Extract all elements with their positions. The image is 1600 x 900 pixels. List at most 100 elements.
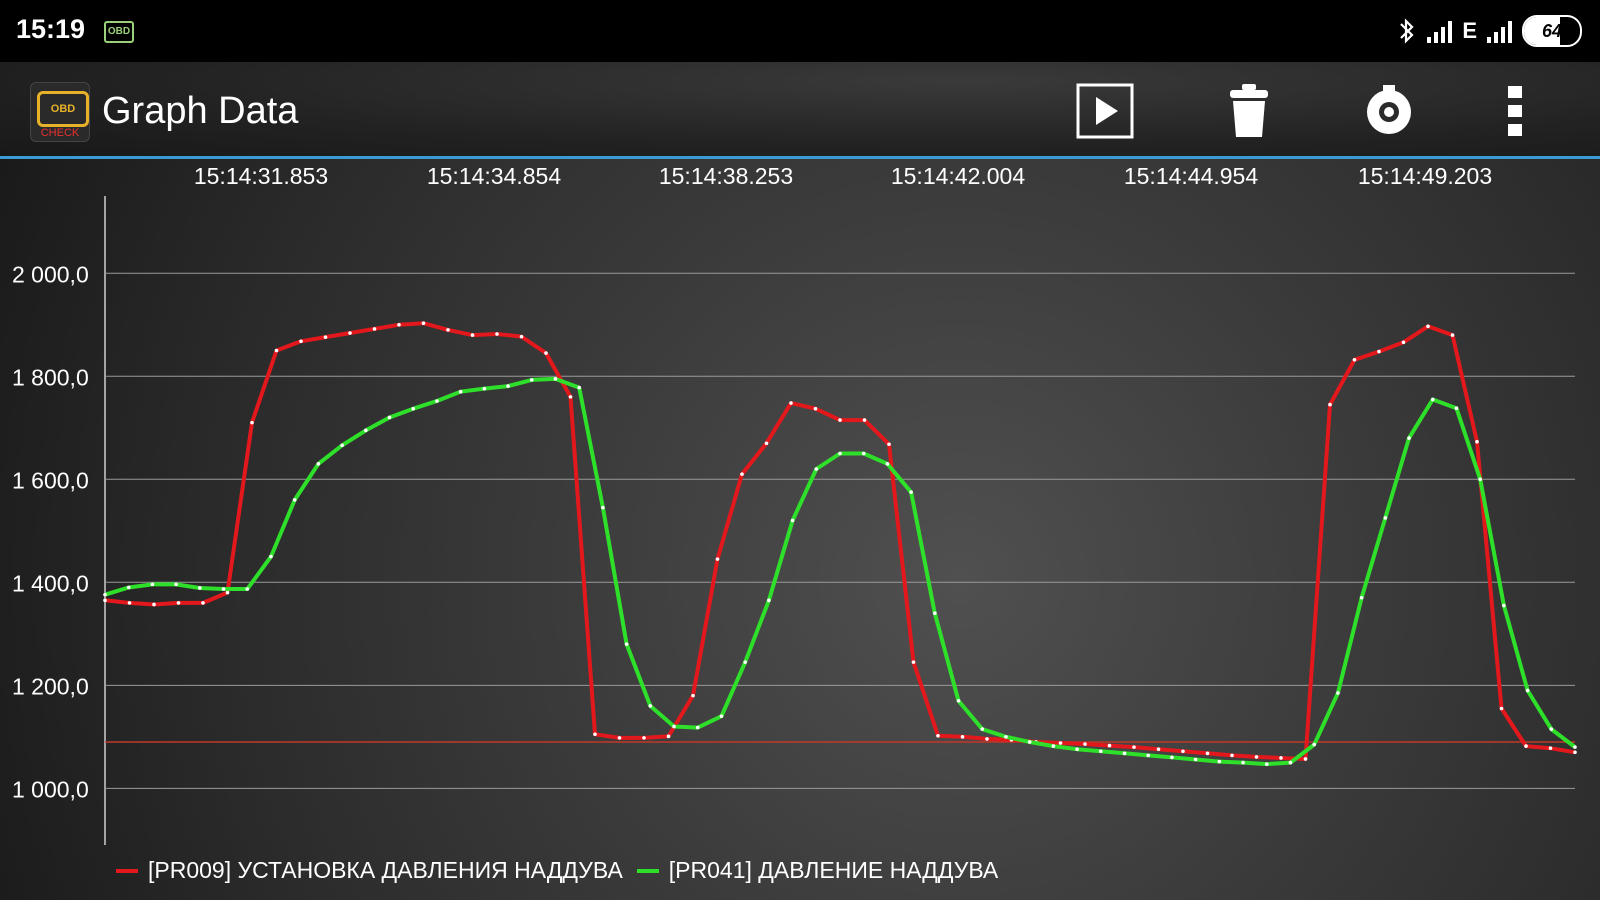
data-point [411, 406, 416, 411]
data-point [1312, 742, 1316, 747]
data-point [221, 587, 226, 591]
data-point [1170, 755, 1174, 760]
data-point [458, 389, 463, 394]
data-point [150, 582, 155, 587]
data-point [1264, 762, 1269, 766]
data-point [126, 585, 131, 590]
data-point [1352, 357, 1357, 362]
signal-strength-icon [1427, 19, 1453, 43]
overflow-menu-button[interactable] [1500, 80, 1530, 142]
y-tick-label: 1 200,0 [12, 673, 89, 699]
data-point [198, 586, 202, 590]
data-point [980, 727, 985, 731]
data-point [1454, 406, 1459, 411]
y-tick-label: 1 000,0 [12, 776, 89, 802]
data-point [1548, 746, 1553, 750]
data-point [1205, 751, 1210, 756]
data-point [1573, 745, 1577, 749]
data-point [364, 428, 368, 433]
data-point [838, 451, 842, 456]
data-point [387, 415, 392, 420]
data-point [601, 505, 605, 510]
data-point [1377, 349, 1381, 354]
settings-button[interactable] [1358, 80, 1420, 142]
series-line-green [104, 376, 1577, 767]
app-logo-icon[interactable]: OBD CHECK [30, 82, 90, 142]
data-point [292, 498, 297, 502]
data-point [862, 418, 867, 422]
data-point [274, 348, 279, 353]
data-point [1525, 688, 1530, 693]
play-icon [1076, 83, 1134, 139]
data-point [299, 339, 303, 344]
data-point [1279, 756, 1283, 760]
x-time-label: 15:14:42.004 [891, 163, 1026, 189]
data-point [887, 442, 891, 447]
data-point [323, 335, 328, 339]
trash-icon [1230, 84, 1268, 137]
data-point [813, 406, 818, 411]
legend-item-red: [PR009] УСТАНОВКА ДАВЛЕНИЯ НАДДУВА [116, 857, 623, 884]
data-point [176, 601, 181, 605]
x-time-label: 15:14:38.253 [659, 163, 793, 189]
delete-button[interactable] [1218, 80, 1280, 142]
data-point [1573, 750, 1577, 755]
data-point [250, 420, 254, 425]
data-point [715, 557, 720, 561]
data-point [1450, 333, 1455, 337]
data-point [767, 598, 771, 603]
x-time-label: 15:14:34.854 [427, 163, 562, 189]
data-point [397, 322, 401, 327]
data-point [1083, 742, 1087, 746]
data-point [1254, 755, 1259, 759]
data-point [1075, 747, 1079, 751]
battery-fill [1524, 17, 1560, 45]
chart-area[interactable]: 1 000,0 1 200,0 1 400,0 1 600,0 1 800,0 2 000… [0, 159, 1600, 900]
bluetooth-icon [1400, 18, 1414, 44]
data-point [911, 660, 916, 664]
data-point [372, 327, 377, 331]
legend-swatch-red [116, 868, 138, 873]
line-chart[interactable]: 1 000,0 1 200,0 1 400,0 1 600,0 1 800,0 2 000… [0, 159, 1600, 900]
data-point [695, 725, 700, 730]
data-point [1156, 747, 1161, 751]
engine-check-icon: OBD [37, 91, 89, 127]
data-point [201, 601, 205, 605]
data-point [909, 490, 913, 494]
obd-notification-icon: OBD [104, 21, 134, 43]
app-bar: OBD CHECK Graph Data [0, 62, 1600, 158]
x-time-label: 15:14:31.853 [194, 163, 328, 189]
status-icons: E 64 [1397, 14, 1582, 48]
data-point [1051, 744, 1056, 748]
data-point [648, 704, 653, 708]
data-point [577, 385, 581, 390]
data-point [642, 736, 646, 740]
data-point [1478, 477, 1482, 482]
data-point [435, 399, 439, 403]
data-point [103, 598, 107, 603]
data-point [814, 467, 819, 471]
x-time-label: 15:14:44.954 [1124, 163, 1259, 189]
data-point [740, 472, 744, 476]
data-point [593, 732, 597, 737]
data-point [269, 554, 273, 559]
overflow-menu-icon [1508, 86, 1522, 136]
data-point [1430, 397, 1435, 402]
data-point [743, 660, 747, 664]
x-time-label: 15:14:49.203 [1358, 163, 1492, 189]
data-point [1383, 516, 1388, 520]
data-point [1288, 760, 1293, 765]
status-bar: 15:19 OBD E 64 [0, 0, 1600, 62]
battery-level: 64 [1541, 21, 1563, 41]
data-point [1099, 749, 1103, 754]
signal-strength-icon-2 [1487, 19, 1512, 43]
data-point [553, 377, 558, 381]
data-point [1407, 436, 1411, 440]
data-point [1132, 745, 1136, 749]
data-point [529, 378, 534, 382]
data-point [568, 395, 573, 399]
data-point [470, 333, 475, 337]
data-point [1499, 706, 1504, 711]
data-point [1217, 759, 1222, 764]
play-button[interactable] [1074, 80, 1136, 142]
